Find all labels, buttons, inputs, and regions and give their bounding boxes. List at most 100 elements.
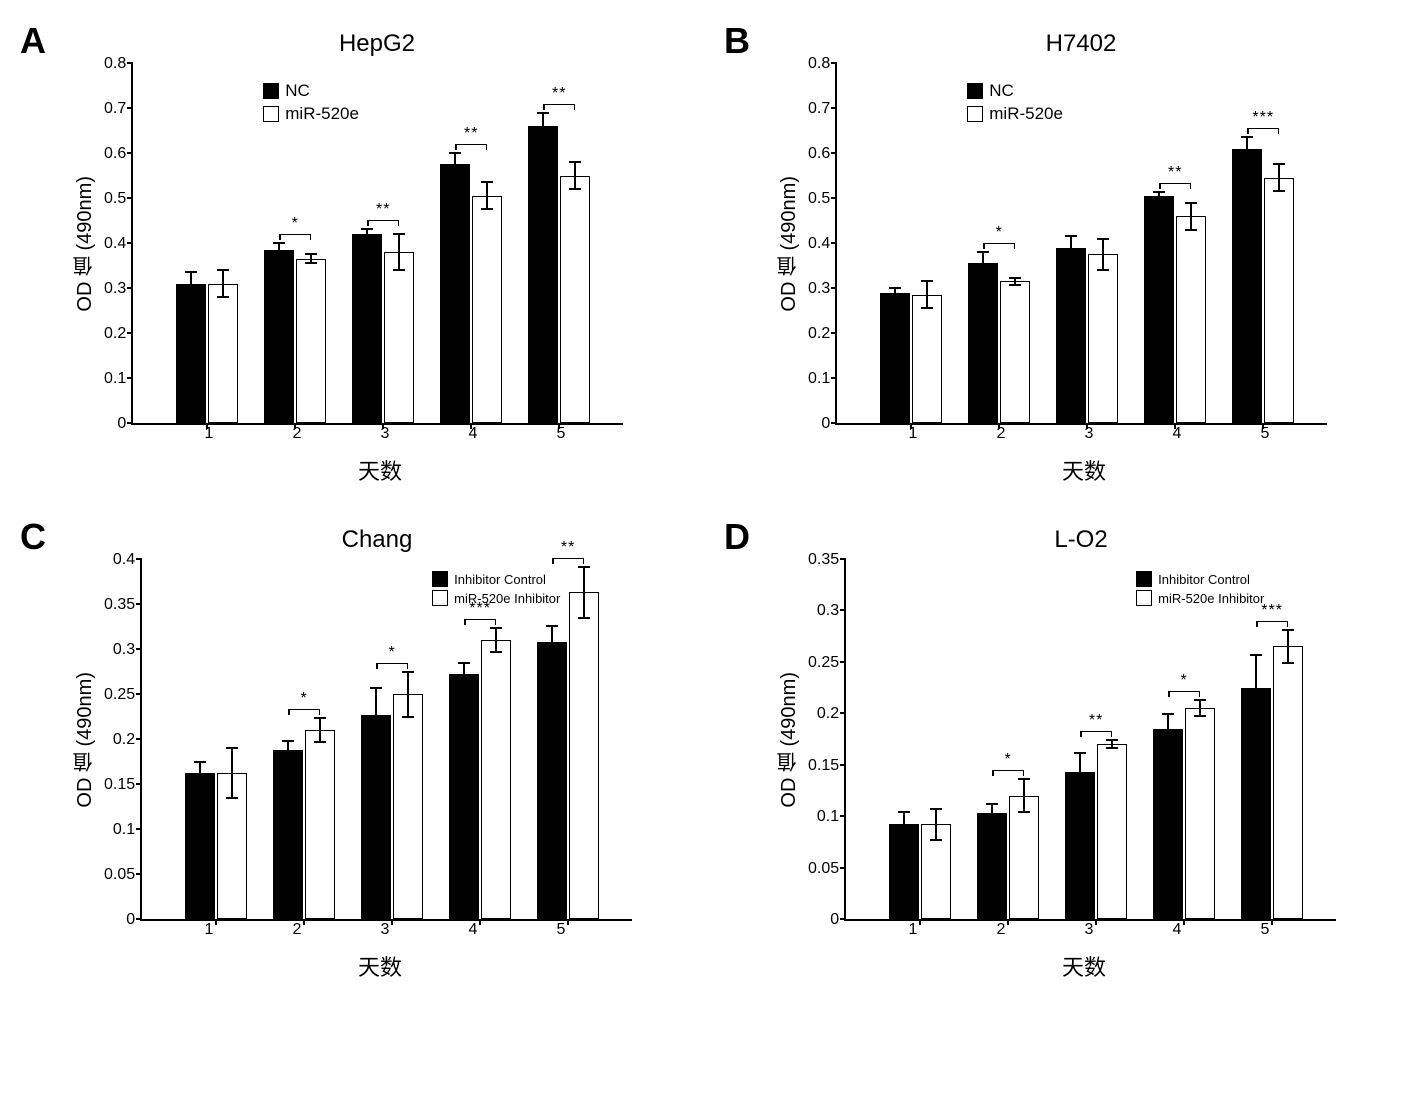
error-cap-bottom — [537, 139, 549, 141]
x-tick-label: 3 — [381, 921, 390, 939]
significance-bracket — [279, 234, 311, 235]
bar-fill — [569, 592, 599, 919]
error-cap-bottom — [1018, 811, 1030, 813]
error-bar-line — [398, 234, 400, 270]
error-cap-bottom — [305, 262, 317, 264]
error-cap-bottom — [1106, 747, 1118, 749]
x-tick-label: 5 — [557, 425, 566, 443]
error-bar-line — [1023, 779, 1025, 812]
error-cap-top — [490, 627, 502, 629]
bar — [528, 126, 558, 423]
y-tick-mark — [831, 107, 837, 109]
y-tick-mark — [127, 422, 133, 424]
bar-fill — [472, 196, 502, 423]
bar — [569, 592, 599, 919]
y-tick-mark — [136, 738, 142, 740]
y-tick-mark — [840, 558, 846, 560]
x-tick-label: 1 — [205, 425, 214, 443]
y-tick-mark — [840, 918, 846, 920]
error-cap-bottom — [569, 188, 581, 190]
chart-container: HepG2OD 值 (490nm)0.80.70.60.50.40.30.20.… — [70, 30, 684, 486]
legend-label: Inhibitor Control — [1158, 572, 1250, 587]
figure-grid: AHepG2OD 值 (490nm)0.80.70.60.50.40.30.20… — [20, 20, 1388, 982]
bar — [968, 263, 998, 423]
legend-item: NC — [263, 81, 359, 101]
significance-stars: * — [1005, 751, 1012, 769]
bar-fill — [264, 250, 294, 423]
error-cap-top — [1273, 163, 1285, 165]
x-tick-label: 4 — [469, 425, 478, 443]
error-cap-bottom — [402, 716, 414, 718]
bar — [440, 164, 470, 423]
y-ticks: 0.80.70.60.50.40.30.20.10 — [808, 64, 835, 424]
error-bar-line — [982, 252, 984, 275]
legend-label: miR-520e — [285, 104, 359, 124]
error-bar-line — [1070, 236, 1072, 259]
bar-fill — [1097, 744, 1127, 919]
error-cap-top — [481, 181, 493, 183]
bar-fill — [176, 284, 206, 424]
error-cap-bottom — [1153, 198, 1165, 200]
legend-item: miR-520e Inhibitor — [432, 590, 560, 606]
bar — [393, 694, 423, 919]
bar-fill — [1153, 729, 1183, 919]
error-cap-bottom — [194, 783, 206, 785]
error-cap-top — [185, 271, 197, 273]
error-cap-bottom — [1194, 715, 1206, 717]
chart-title: H7402 — [774, 30, 1388, 58]
y-tick-mark — [127, 242, 133, 244]
error-cap-top — [546, 625, 558, 627]
bar — [1185, 708, 1215, 919]
error-cap-top — [1194, 699, 1206, 701]
significance-stars: *** — [1261, 602, 1283, 620]
error-bar-line — [551, 626, 553, 658]
bar — [296, 259, 326, 423]
y-tick-mark — [127, 332, 133, 334]
error-cap-bottom — [1241, 159, 1253, 161]
bar — [560, 176, 590, 424]
bar-fill — [361, 715, 391, 919]
x-tick-label: 3 — [1085, 921, 1094, 939]
significance-bracket — [455, 144, 487, 145]
significance-bracket — [376, 663, 408, 664]
plot-area: Inhibitor ControlmiR-520e Inhibitor*****… — [140, 559, 632, 921]
bar — [1264, 178, 1294, 423]
bar — [912, 295, 942, 423]
bar-fill — [305, 730, 335, 919]
error-cap-bottom — [273, 256, 285, 258]
error-bar-line — [926, 281, 928, 308]
y-tick-mark — [127, 197, 133, 199]
error-cap-top — [986, 803, 998, 805]
error-cap-top — [273, 242, 285, 244]
chart-title: L-O2 — [774, 526, 1388, 554]
y-tick-mark — [831, 377, 837, 379]
error-cap-top — [977, 251, 989, 253]
x-axis-label: 天数 — [135, 950, 625, 982]
bar — [449, 674, 479, 919]
bar-fill — [185, 773, 215, 919]
bar — [1097, 744, 1127, 919]
error-cap-bottom — [1282, 662, 1294, 664]
x-tick-label: 2 — [997, 425, 1006, 443]
significance-bracket — [543, 104, 575, 105]
error-cap-top — [1106, 739, 1118, 741]
error-cap-top — [1185, 202, 1197, 204]
y-tick-mark — [127, 287, 133, 289]
y-axis-label: OD 值 (490nm) — [774, 176, 803, 312]
bar-fill — [296, 259, 326, 423]
y-tick-mark — [136, 873, 142, 875]
error-cap-top — [1065, 235, 1077, 237]
error-cap-top — [1097, 238, 1109, 240]
error-cap-bottom — [921, 307, 933, 309]
error-bar-line — [574, 162, 576, 189]
bar — [208, 284, 238, 424]
error-cap-top — [194, 761, 206, 763]
bar — [185, 773, 215, 919]
error-cap-top — [537, 112, 549, 114]
error-cap-top — [282, 740, 294, 742]
y-tick-mark — [831, 62, 837, 64]
bar — [1232, 149, 1262, 424]
error-bar-line — [199, 762, 201, 784]
error-bar-line — [463, 663, 465, 686]
bar — [176, 284, 206, 424]
